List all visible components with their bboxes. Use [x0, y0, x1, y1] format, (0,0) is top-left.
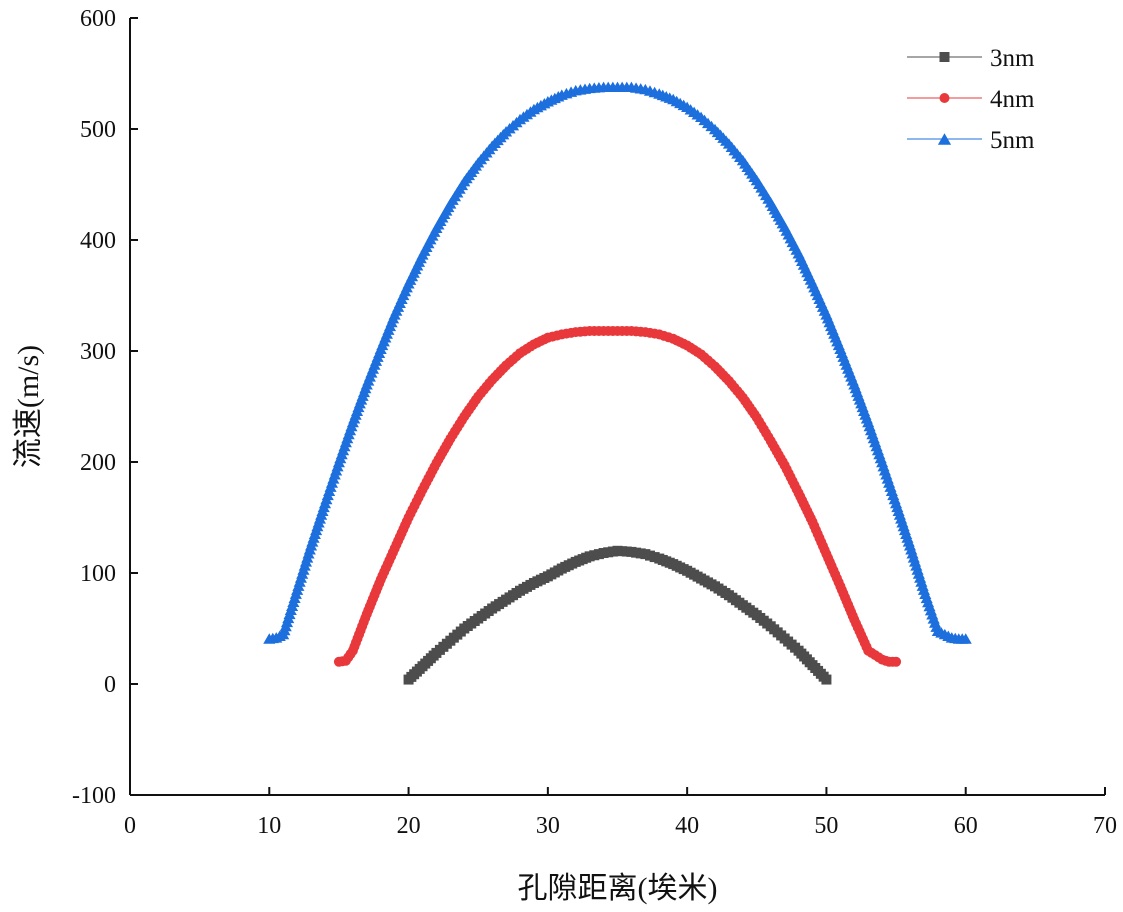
x-axis-label: 孔隙距离(埃米) — [518, 872, 718, 905]
legend-item: 3nm — [907, 45, 1035, 72]
legend-marker — [939, 52, 950, 62]
series-4nm — [333, 326, 902, 667]
data-point — [959, 633, 972, 644]
legend-label: 5nm — [990, 127, 1035, 154]
legend-item: 5nm — [907, 127, 1035, 154]
y-axis-label: 流速(m/s) — [12, 345, 45, 468]
x-tick-label: 70 — [1093, 813, 1117, 839]
x-tick-label: 20 — [397, 813, 421, 839]
y-tick-label: 0 — [104, 672, 116, 698]
y-tick-label: 200 — [80, 450, 116, 476]
x-tick-label: 50 — [814, 813, 838, 839]
x-tick-label: 60 — [954, 813, 978, 839]
y-tick-label: 100 — [80, 561, 116, 587]
legend-label: 4nm — [990, 86, 1035, 113]
x-tick-label: 10 — [257, 813, 281, 839]
series-3nm — [403, 545, 832, 685]
legend: 3nm 4nm 5nm — [907, 45, 1035, 154]
legend-label: 3nm — [990, 45, 1035, 72]
y-tick-label: 400 — [80, 228, 116, 254]
series-5nm — [263, 81, 972, 644]
x-tick-label: 0 — [124, 813, 136, 839]
axes: 0 10 20 30 40 50 60 70 -100 0 100 200 300 400 500 600 — [72, 6, 1117, 839]
data-point — [821, 674, 832, 685]
y-tick-label: 500 — [80, 117, 116, 143]
legend-item: 4nm — [907, 86, 1035, 113]
data-point — [891, 656, 902, 667]
x-tick-label: 40 — [675, 813, 699, 839]
y-tick-label: -100 — [72, 783, 116, 809]
data-series — [263, 81, 972, 685]
y-tick-label: 300 — [80, 339, 116, 365]
legend-marker — [939, 93, 950, 103]
y-tick-label: 600 — [80, 6, 116, 32]
x-tick-label: 30 — [536, 813, 560, 839]
legend-marker — [937, 133, 952, 145]
